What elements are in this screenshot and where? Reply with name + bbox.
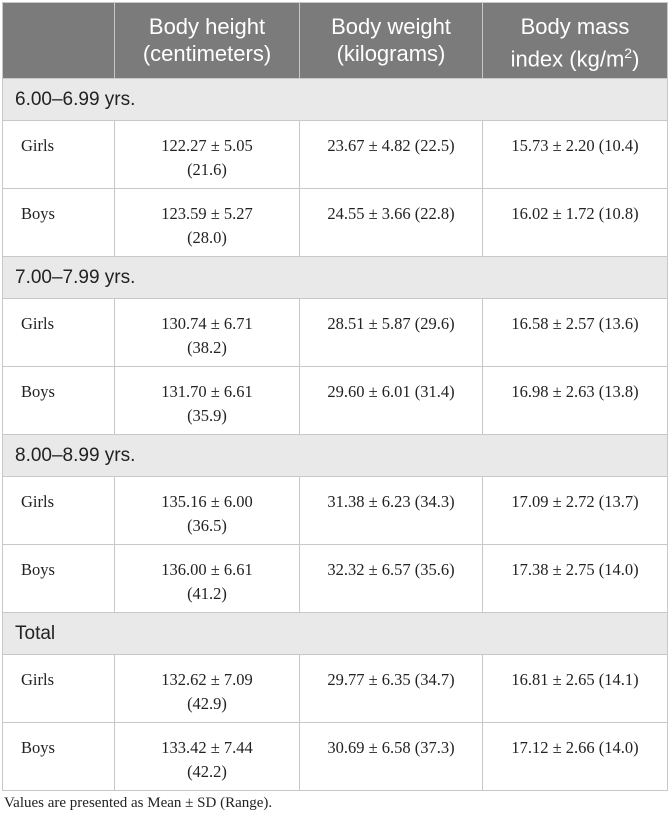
cell-body-height: 122.27 ± 5.05 (21.6)	[114, 120, 300, 189]
table-row: Girls 130.74 ± 6.71 (38.2) 28.51 ± 5.87 (29…	[2, 298, 668, 367]
row-label: Girls	[2, 120, 115, 189]
group-header-row: 7.00–7.99 yrs.	[2, 256, 668, 299]
table-row: Girls 122.27 ± 5.05 (21.6) 23.67 ± 4.82 (22…	[2, 120, 668, 189]
row-label: Boys	[2, 722, 115, 791]
header-body-height-line2: (centimeters)	[142, 41, 272, 66]
cell-body-weight: 24.55 ± 3.66 (22.8)	[299, 188, 483, 257]
cell-bmi: 17.12 ± 2.66 (14.0)	[482, 722, 668, 791]
group-header-row: 6.00–6.99 yrs.	[2, 78, 668, 121]
cell-body-weight: 32.32 ± 6.57 (35.6)	[299, 544, 483, 613]
header-body-weight-line1: Body weight	[331, 14, 451, 39]
cell-body-height-mean-sd: 123.59 ± 5.27	[161, 204, 253, 223]
cell-body-height: 130.74 ± 6.71 (38.2)	[114, 298, 300, 367]
group-label: 6.00–6.99 yrs.	[2, 78, 668, 121]
row-label: Girls	[2, 298, 115, 367]
table-row: Boys 136.00 ± 6.61 (41.2) 32.32 ± 6.57 (35.…	[2, 544, 668, 613]
row-label: Boys	[2, 188, 115, 257]
cell-body-weight: 31.38 ± 6.23 (34.3)	[299, 476, 483, 545]
table-body: 6.00–6.99 yrs. Girls 122.27 ± 5.05 (21.6) 23…	[2, 78, 668, 791]
cell-body-height-range: (42.2)	[187, 762, 227, 781]
cell-body-height-mean-sd: 133.42 ± 7.44	[161, 738, 253, 757]
row-label: Boys	[2, 544, 115, 613]
cell-bmi: 16.98 ± 2.63 (13.8)	[482, 366, 668, 435]
cell-body-height-mean-sd: 136.00 ± 6.61	[161, 560, 253, 579]
cell-bmi: 16.02 ± 1.72 (10.8)	[482, 188, 668, 257]
table-row: Girls 135.16 ± 6.00 (36.5) 31.38 ± 6.23 (34…	[2, 476, 668, 545]
header-bmi-unit-prefix: index (kg/m	[510, 46, 625, 72]
table-row: Girls 132.62 ± 7.09 (42.9) 29.77 ± 6.35 (34…	[2, 654, 668, 723]
cell-body-height-range: (28.0)	[187, 228, 227, 247]
cell-body-weight: 29.60 ± 6.01 (31.4)	[299, 366, 483, 435]
cell-bmi: 16.81 ± 2.65 (14.1)	[482, 654, 668, 723]
cell-body-height-range: (21.6)	[187, 160, 227, 179]
cell-body-weight: 30.69 ± 6.58 (37.3)	[299, 722, 483, 791]
cell-body-height: 136.00 ± 6.61 (41.2)	[114, 544, 300, 613]
header-body-weight: Body weight (kilograms)	[299, 2, 483, 79]
cell-body-height-range: (41.2)	[187, 584, 227, 603]
cell-bmi: 15.73 ± 2.20 (10.4)	[482, 120, 668, 189]
cell-body-height-range: (35.9)	[187, 406, 227, 425]
header-row: Body height (centimeters) Body weight (k…	[2, 2, 668, 79]
cell-body-height-range: (42.9)	[187, 694, 227, 713]
table-row: Boys 123.59 ± 5.27 (28.0) 24.55 ± 3.66 (22.…	[2, 188, 668, 257]
cell-body-height-mean-sd: 122.27 ± 5.05	[161, 136, 253, 155]
cell-body-height-mean-sd: 135.16 ± 6.00	[161, 492, 253, 511]
cell-body-height: 135.16 ± 6.00 (36.5)	[114, 476, 300, 545]
row-label: Boys	[2, 366, 115, 435]
header-bmi-line1: Body mass	[520, 14, 630, 39]
header-body-weight-line2: (kilograms)	[336, 41, 446, 66]
row-label: Girls	[2, 476, 115, 545]
cell-body-weight: 29.77 ± 6.35 (34.7)	[299, 654, 483, 723]
header-bmi: Body mass index (kg/m2)	[482, 2, 668, 79]
cell-body-height-range: (38.2)	[187, 338, 227, 357]
header-bmi-unit-suffix: )	[632, 46, 640, 72]
table-footnote: Values are presented as Mean ± SD (Range…	[4, 795, 273, 811]
table-row: Boys 133.42 ± 7.44 (42.2) 30.69 ± 6.58 (37.…	[2, 722, 668, 791]
cell-body-height-mean-sd: 130.74 ± 6.71	[161, 314, 253, 333]
cell-bmi: 17.09 ± 2.72 (13.7)	[482, 476, 668, 545]
group-label: Total	[2, 612, 668, 655]
header-bmi-line2: index (kg/m2)	[483, 40, 667, 72]
row-label: Girls	[2, 654, 115, 723]
cell-body-height: 132.62 ± 7.09 (42.9)	[114, 654, 300, 723]
header-body-height: Body height (centimeters)	[114, 2, 300, 79]
cell-body-height: 131.70 ± 6.61 (35.9)	[114, 366, 300, 435]
header-bmi-superscript: 2	[624, 45, 633, 61]
cell-body-weight: 23.67 ± 4.82 (22.5)	[299, 120, 483, 189]
cell-body-height-mean-sd: 132.62 ± 7.09	[161, 670, 253, 689]
cell-bmi: 17.38 ± 2.75 (14.0)	[482, 544, 668, 613]
group-label: 8.00–8.99 yrs.	[2, 434, 668, 477]
cell-bmi: 16.58 ± 2.57 (13.6)	[482, 298, 668, 367]
cell-body-height: 133.42 ± 7.44 (42.2)	[114, 722, 300, 791]
table-row: Boys 131.70 ± 6.61 (35.9) 29.60 ± 6.01 (31.…	[2, 366, 668, 435]
cell-body-height-range: (36.5)	[187, 516, 227, 535]
data-table: Body height (centimeters) Body weight (k…	[2, 2, 668, 791]
group-header-row: Total	[2, 612, 668, 655]
group-header-row: 8.00–8.99 yrs.	[2, 434, 668, 477]
header-body-height-line1: Body height	[148, 14, 266, 39]
cell-body-weight: 28.51 ± 5.87 (29.6)	[299, 298, 483, 367]
header-empty-cell	[2, 2, 115, 79]
group-label: 7.00–7.99 yrs.	[2, 256, 668, 299]
cell-body-height: 123.59 ± 5.27 (28.0)	[114, 188, 300, 257]
cell-body-height-mean-sd: 131.70 ± 6.61	[161, 382, 253, 401]
